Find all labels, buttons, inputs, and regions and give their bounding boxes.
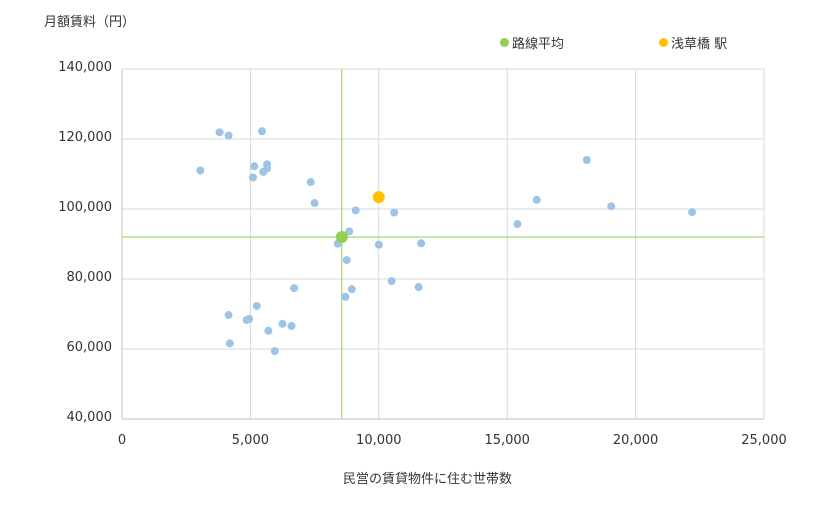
data-point [290, 284, 299, 293]
data-point [250, 162, 259, 171]
data-point [351, 206, 360, 215]
data-point [414, 283, 423, 292]
data-point [215, 128, 224, 137]
data-point [225, 339, 234, 348]
data-point [196, 166, 205, 175]
station-point [372, 191, 385, 204]
data-point [688, 208, 697, 217]
data-point [582, 156, 591, 164]
y-tick-label: 100,000 [58, 200, 112, 215]
data-point [224, 131, 233, 140]
legend-label-station: 浅草橋 駅 [671, 37, 728, 52]
x-tick-label: 5,000 [231, 433, 269, 448]
x-tick-label: 15,000 [484, 433, 530, 448]
x-tick-label: 25,000 [741, 433, 787, 448]
x-tick-label: 0 [117, 433, 127, 448]
data-point [264, 326, 273, 335]
data-point [532, 195, 541, 204]
data-point [390, 208, 399, 217]
data-point [287, 321, 296, 330]
x-tick-label: 10,000 [356, 433, 402, 448]
data-point [607, 202, 616, 211]
x-axis-title: 民営の賃貸物件に住む世帯数 [342, 472, 512, 487]
legend-item-station: 浅草橋 駅 [659, 33, 727, 52]
data-point [224, 311, 233, 320]
data-point [252, 301, 261, 310]
data-point [278, 319, 287, 328]
y-tick-label: 60,000 [66, 340, 113, 355]
data-point [341, 292, 350, 301]
legend-item-route-average: 路線平均 [500, 33, 564, 52]
data-point [257, 127, 266, 136]
data-point [345, 227, 354, 236]
data-point [259, 167, 268, 176]
data-point [417, 239, 426, 248]
data-point [270, 347, 279, 356]
y-tick-label: 120,000 [58, 130, 112, 145]
data-point [306, 178, 315, 187]
data-point [242, 315, 251, 324]
data-point [342, 256, 351, 265]
legend-marker-orange-icon [659, 38, 668, 47]
legend-label-route-average: 路線平均 [512, 37, 565, 52]
data-point [347, 285, 356, 294]
data-point [248, 173, 257, 182]
y-tick-label: 140,000 [58, 60, 112, 75]
legend-marker-green-icon [500, 38, 509, 47]
data-point [513, 220, 522, 229]
y-tick-label: 80,000 [66, 270, 113, 285]
y-axis-title: 月額賃料（円） [44, 15, 136, 30]
x-tick-label: 20,000 [612, 433, 659, 448]
route-average-point [335, 231, 348, 243]
y-tick-label: 40,000 [66, 410, 113, 425]
data-point [387, 277, 396, 286]
data-point [310, 199, 319, 208]
data-point [374, 240, 383, 249]
